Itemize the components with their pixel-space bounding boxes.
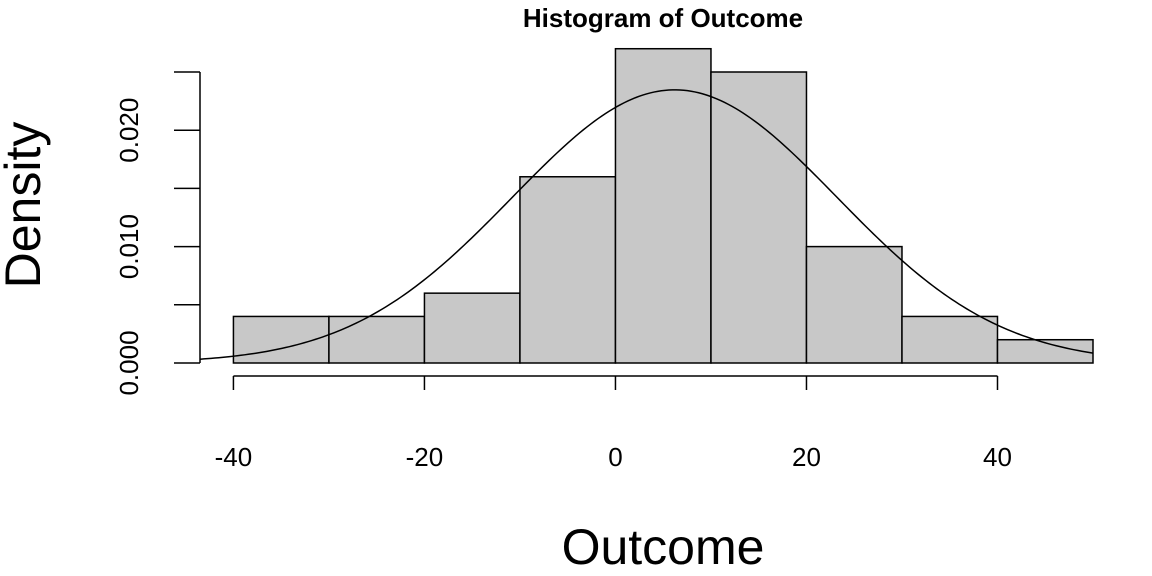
x-axis: -40 -20 0 20 40 (215, 375, 1012, 472)
histogram-bar (901, 315, 999, 364)
histogram-bar (710, 71, 808, 364)
y-axis: 0.000 0.010 0.020 (114, 71, 201, 396)
histogram-bar (328, 315, 426, 364)
histogram-bar (519, 176, 617, 364)
chart-title: Histogram of Outcome (523, 3, 803, 33)
normal-density-curve (199, 89, 1094, 360)
y-tick-label: 0.020 (114, 98, 144, 163)
x-tick-label: 0 (608, 442, 622, 472)
histogram-bar (614, 47, 712, 364)
histogram-bar (805, 245, 903, 364)
x-tick-label: -40 (215, 442, 253, 472)
histogram-bar (996, 338, 1094, 364)
x-axis-title: Outcome (562, 519, 765, 575)
density-curve-layer (199, 89, 1094, 360)
x-tick-label: -20 (406, 442, 444, 472)
histogram-bars (232, 47, 1094, 364)
y-axis-title: Density (0, 122, 51, 289)
y-tick-label: 0.000 (114, 330, 144, 395)
histogram-bar (423, 292, 521, 364)
x-tick-label: 40 (983, 442, 1012, 472)
y-tick-label: 0.010 (114, 214, 144, 279)
x-tick-label: 20 (792, 442, 821, 472)
